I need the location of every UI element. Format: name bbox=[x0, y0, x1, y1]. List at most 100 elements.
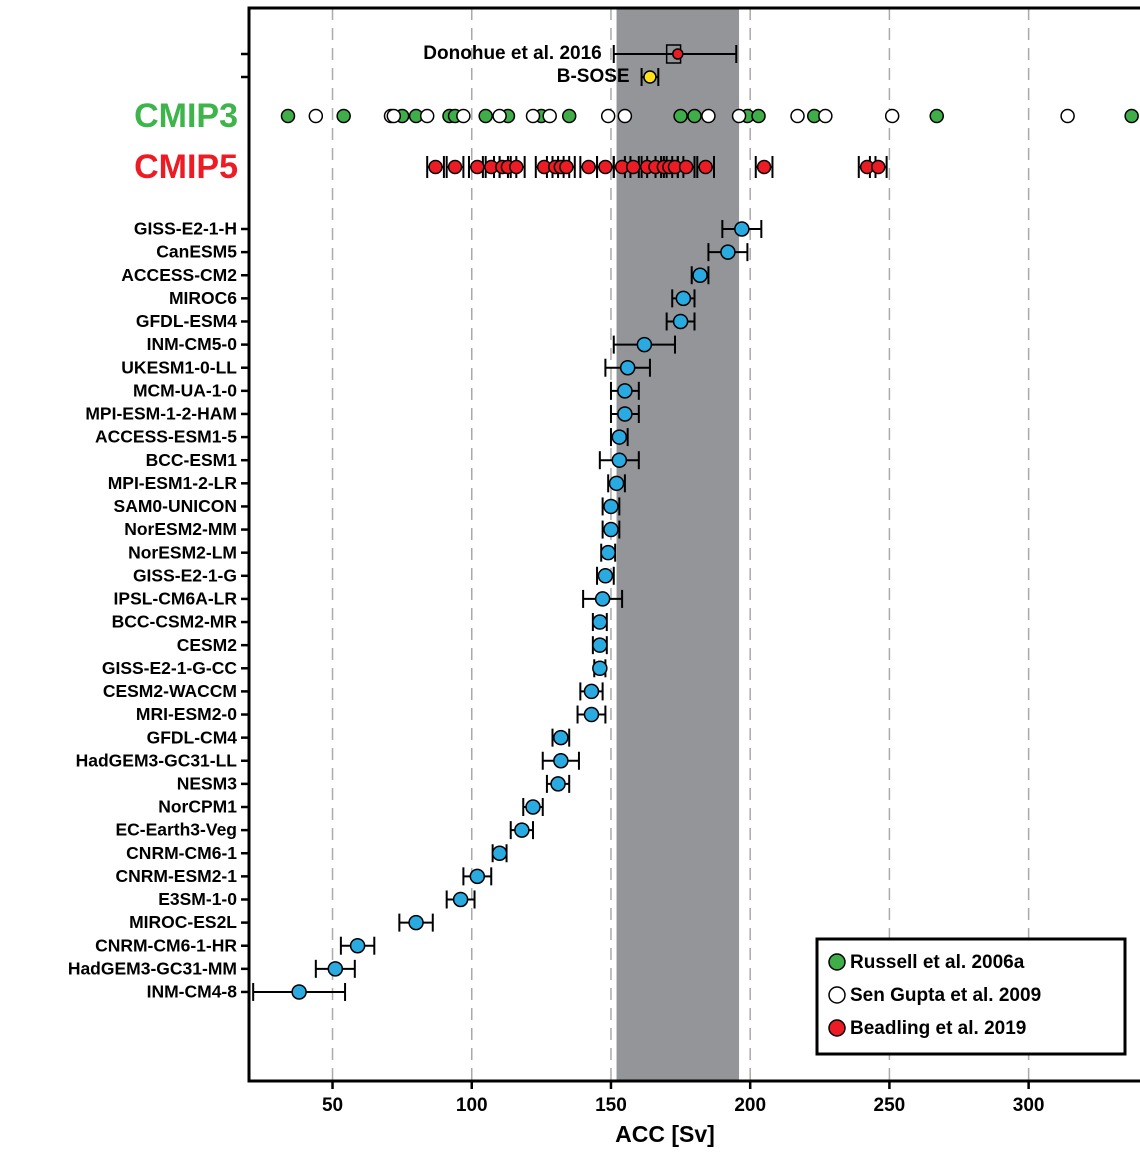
dot bbox=[598, 159, 613, 175]
dot bbox=[559, 159, 574, 175]
dot bbox=[884, 108, 900, 124]
dot bbox=[280, 108, 296, 124]
dot bbox=[583, 706, 600, 723]
dot bbox=[492, 108, 507, 124]
dot bbox=[592, 660, 608, 677]
y-tick-label: NorESM2-MM bbox=[124, 519, 237, 539]
dot bbox=[525, 799, 541, 815]
dot bbox=[617, 108, 633, 124]
dot bbox=[617, 383, 633, 399]
x-axis-label: ACC [Sv] bbox=[615, 1121, 715, 1147]
y-tick-label: INM-CM5-0 bbox=[147, 334, 238, 354]
y-tick-label: MCM-UA-1-0 bbox=[133, 380, 237, 400]
y-tick-label: IPSL-CM6A-LR bbox=[114, 589, 238, 609]
dot bbox=[675, 290, 692, 307]
y-tick-label: NESM3 bbox=[177, 774, 238, 794]
dot bbox=[929, 108, 944, 124]
dot bbox=[594, 591, 611, 607]
axis-frame bbox=[247, 6, 1140, 1083]
dot bbox=[583, 683, 600, 700]
dot bbox=[600, 544, 616, 561]
y-tick-label: MPI-ESM1-2-LR bbox=[108, 473, 238, 493]
y-tick-label: NorESM2-LM bbox=[128, 542, 237, 562]
y-tick-label: CanESM5 bbox=[156, 242, 237, 262]
dot bbox=[308, 108, 324, 124]
dot bbox=[636, 336, 653, 353]
group-label: CMIP3 bbox=[134, 97, 238, 135]
y-tick-label: MIROC6 bbox=[169, 288, 237, 308]
dot bbox=[597, 568, 614, 584]
reference-label: B-SOSE bbox=[557, 66, 630, 87]
dot bbox=[509, 159, 524, 175]
dot bbox=[611, 452, 628, 468]
y-tick-label: GISS-E2-1-H bbox=[134, 219, 237, 239]
group-label: CMIP5 bbox=[134, 148, 238, 186]
dot bbox=[678, 159, 694, 175]
dot bbox=[456, 108, 471, 124]
dot bbox=[672, 48, 684, 60]
x-tick-label: 150 bbox=[595, 1095, 627, 1116]
dot bbox=[469, 868, 486, 885]
y-tick-label: HadGEM3-GC31-LL bbox=[76, 750, 238, 770]
dot bbox=[470, 159, 485, 175]
y-tick-label: SAM0-UNICON bbox=[114, 496, 237, 516]
y-tick-label: BCC-ESM1 bbox=[146, 450, 238, 470]
dot bbox=[619, 359, 636, 376]
dot bbox=[592, 637, 608, 653]
dot bbox=[478, 108, 493, 124]
y-tick-label: UKESM1-0-LL bbox=[121, 357, 237, 377]
dot bbox=[525, 108, 541, 124]
dot bbox=[336, 108, 351, 124]
y-tick-label: MRI-ESM2-0 bbox=[136, 704, 237, 724]
dot bbox=[625, 159, 641, 175]
legend-box bbox=[815, 937, 1127, 1056]
dot bbox=[673, 108, 688, 124]
x-tick-label: 50 bbox=[322, 1095, 343, 1116]
y-tick-label: CNRM-ESM2-1 bbox=[115, 866, 237, 886]
dot bbox=[550, 776, 566, 792]
dot bbox=[491, 845, 508, 861]
legend-label: Russell et al. 2006a bbox=[850, 952, 1025, 973]
dot bbox=[751, 108, 766, 124]
y-tick-label: GISS-E2-1-G bbox=[133, 565, 237, 585]
dot bbox=[327, 961, 344, 977]
dot bbox=[419, 108, 435, 124]
y-tick-label: MIROC-ES2L bbox=[129, 912, 237, 932]
dot bbox=[349, 937, 366, 954]
x-tick-label: 200 bbox=[734, 1095, 766, 1116]
reference-band bbox=[616, 8, 740, 1081]
x-tick-label: 100 bbox=[456, 1095, 488, 1116]
y-tick-label: GFDL-ESM4 bbox=[136, 311, 237, 331]
dot bbox=[818, 108, 833, 124]
legend-label: Sen Gupta et al. 2009 bbox=[850, 985, 1041, 1006]
legend: Russell et al. 2006a Sen Gupta et al. 200… bbox=[815, 937, 1127, 1056]
dot bbox=[698, 159, 713, 175]
dot bbox=[720, 244, 736, 260]
dot bbox=[731, 108, 747, 124]
dot bbox=[611, 429, 628, 445]
dot bbox=[734, 221, 750, 237]
y-tick-label: NorCPM1 bbox=[158, 797, 237, 817]
y-tick-label: CNRM-CM6-1-HR bbox=[95, 935, 237, 955]
legend-marker bbox=[828, 953, 846, 971]
legend-marker bbox=[828, 1019, 846, 1037]
y-tick-label: ACCESS-ESM1-5 bbox=[95, 427, 237, 447]
dot bbox=[561, 108, 577, 124]
x-tick-label: 300 bbox=[1013, 1095, 1045, 1116]
dot bbox=[643, 70, 657, 84]
legend-label: Beadling et al. 2019 bbox=[850, 1018, 1026, 1039]
y-tick-label: BCC-CSM2-MR bbox=[112, 612, 238, 632]
dot bbox=[452, 891, 469, 908]
dot bbox=[687, 108, 702, 124]
dot bbox=[871, 159, 886, 175]
y-tick-label: HadGEM3-GC31-MM bbox=[68, 958, 237, 978]
dot bbox=[672, 313, 689, 330]
dot bbox=[447, 159, 463, 175]
y-tick-label: ACCESS-CM2 bbox=[121, 265, 237, 285]
reference-label: Donohue et al. 2016 bbox=[423, 43, 601, 64]
dot bbox=[603, 521, 619, 538]
x-tick-label: 250 bbox=[874, 1095, 906, 1116]
y-tick-label: GFDL-CM4 bbox=[147, 727, 238, 747]
dot bbox=[542, 108, 557, 124]
y-tick-label: E3SM-1-0 bbox=[158, 889, 237, 909]
